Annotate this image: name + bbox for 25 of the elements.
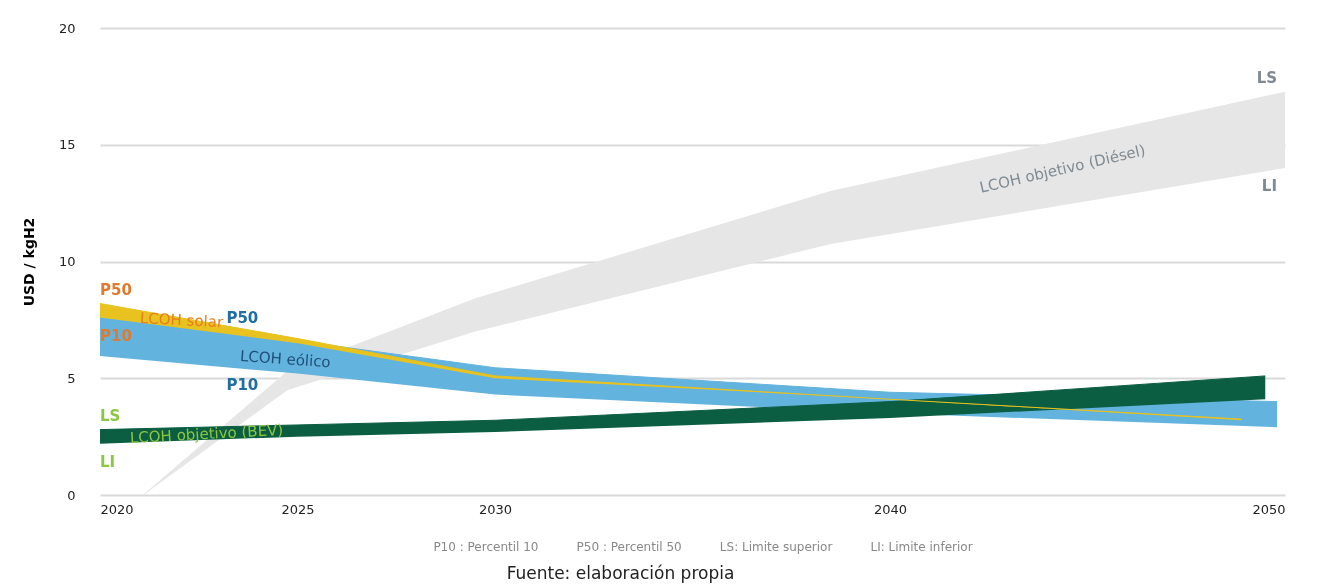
text: P10 : Percentil 10 P50 : Percentil 50 LS: Limite superior LI: Limite inferior — [432, 540, 974, 554]
annotation: P10 — [226, 375, 259, 394]
x-tick-label: 2020 — [100, 501, 134, 517]
x-tick-label: 2030 — [478, 501, 513, 517]
series-label: LCOH solar — [139, 309, 225, 332]
text: LCOH objetivo (Diésel) — [977, 141, 1148, 197]
annotation: P10 — [100, 326, 132, 345]
y-tick-label: 20 — [58, 20, 76, 36]
series-label: LCOH objetivo (BEV) — [129, 420, 284, 447]
annotation: LS — [1256, 69, 1277, 88]
y-tick-label: 0 — [67, 487, 76, 503]
annotation: P50 — [100, 280, 132, 299]
y-tick-label: 5 — [67, 370, 76, 386]
y-tick-label: 10 — [58, 254, 76, 269]
annotation: LS — [100, 406, 121, 425]
annotation: LI — [100, 452, 116, 471]
x-tick-label: 2050 — [1252, 501, 1286, 517]
y-tick-label: 15 — [58, 137, 76, 153]
series-label: LCOH eólico — [239, 347, 332, 372]
y-axis-title: USD / kgH2 — [20, 217, 37, 307]
x-tick-label: 2025 — [281, 501, 315, 517]
annotation: P50 — [226, 308, 259, 327]
source-note: Fuente: elaboración propia — [505, 563, 736, 583]
annotation: LI — [1261, 177, 1277, 196]
x-tick-label: 2040 — [873, 501, 908, 517]
